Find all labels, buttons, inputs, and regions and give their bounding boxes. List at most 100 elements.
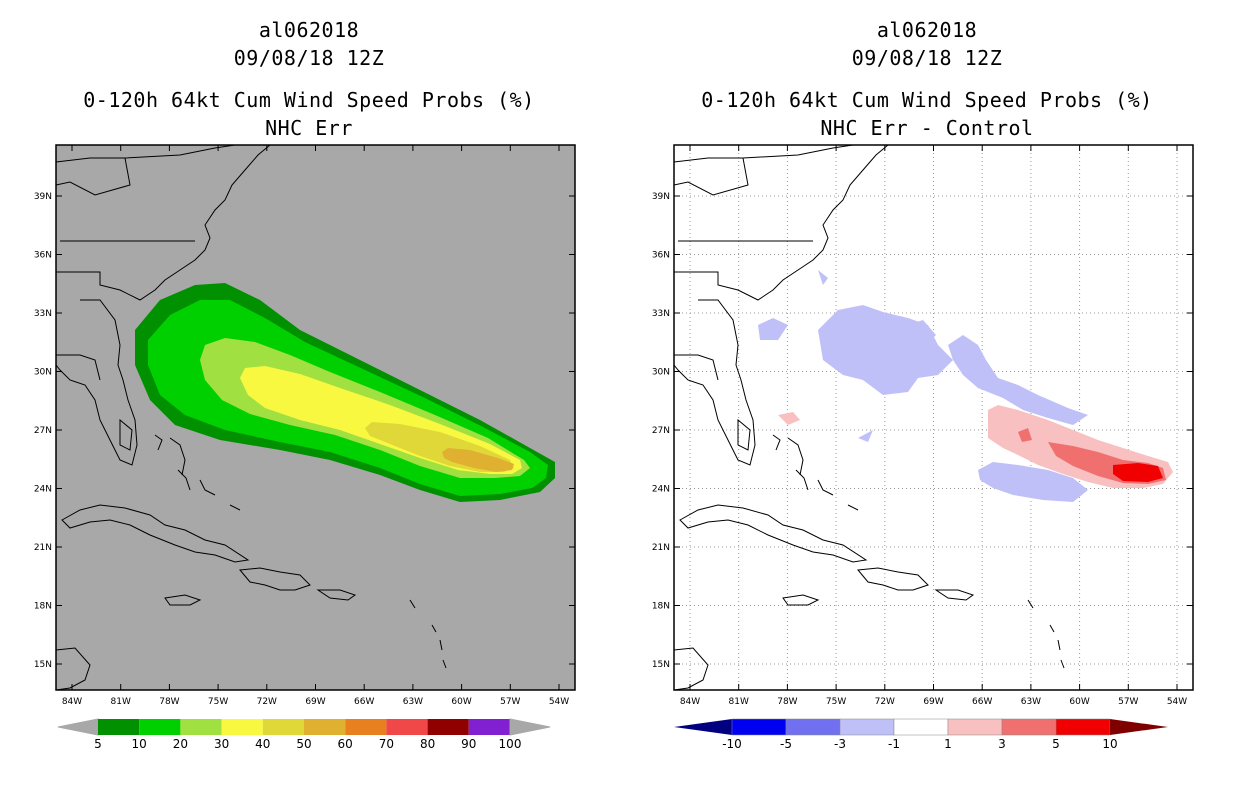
colorbar-box (893, 718, 949, 736)
lon-tick-label: 57W (500, 697, 520, 707)
right-lat-ticks: 39N 36N 33N 30N 27N 24N 21N 18N 15N (652, 192, 1193, 670)
right-title: 0-120h 64kt Cum Wind Speed Probs (%) (701, 88, 1153, 112)
lat-tick-label: 27N (34, 426, 52, 436)
left-datetime: 09/08/18 12Z (233, 46, 385, 70)
lat-tick-label: 18N (34, 602, 52, 612)
colorbar-box (427, 719, 469, 735)
colorbar-box (262, 719, 304, 735)
lat-tick-label: 39N (652, 192, 670, 202)
left-lon-ticks: 84W 81W 78W 75W 72W 69W 66W 63W 60W 57W 54W (62, 145, 569, 707)
colorbar-high-arrow (1110, 719, 1168, 735)
lon-tick-label: 66W (354, 697, 374, 707)
colorbar-box (345, 719, 387, 735)
colorbar-label: 100 (499, 737, 522, 751)
left-titles: al062018 09/08/18 12Z 0-120h 64kt Cum Wi… (0, 16, 618, 142)
right-lon-ticks: 84W 81W 78W 75W 72W 69W 66W 63W 60W 57W 54W (680, 145, 1187, 707)
lat-tick-label: 30N (652, 368, 670, 378)
lat-tick-label: 39N (34, 192, 52, 202)
lat-tick-label: 36N (652, 251, 670, 261)
lat-tick-label: 21N (34, 543, 52, 553)
colorbar-label: 80 (420, 737, 435, 751)
lon-tick-label: 63W (1021, 697, 1041, 707)
colorbar-label: 3 (998, 737, 1006, 751)
colorbar-box (304, 719, 346, 735)
lon-tick-label: 84W (680, 697, 700, 707)
colorbar-label: 50 (296, 737, 311, 751)
colorbar-label: -5 (780, 737, 792, 751)
lat-tick-label: 33N (34, 309, 52, 319)
left-subtitle: NHC Err (265, 116, 353, 140)
colorbar-label: 90 (461, 737, 476, 751)
lon-tick-label: 78W (159, 697, 179, 707)
lon-tick-label: 81W (111, 697, 131, 707)
lon-tick-label: 60W (451, 697, 471, 707)
lon-tick-label: 60W (1069, 697, 1089, 707)
left-title: 0-120h 64kt Cum Wind Speed Probs (%) (83, 88, 535, 112)
right-storm-id: al062018 (876, 18, 978, 42)
colorbar-box (785, 718, 841, 736)
right-colorbar: -10 -5 -3 -1 1 3 5 10 (674, 718, 1168, 751)
colorbar-box (98, 719, 140, 735)
colorbar-low-arrow (674, 719, 732, 735)
lon-tick-label: 69W (305, 697, 325, 707)
colorbar-box (221, 719, 263, 735)
colorbar-box (139, 719, 181, 735)
colorbar-box (731, 718, 787, 736)
left-lat-ticks: 39N 36N 33N 30N 27N 24N 21N 18N 15N (34, 192, 575, 670)
lat-tick-label: 30N (34, 368, 52, 378)
lon-tick-label: 69W (923, 697, 943, 707)
right-difference-field (758, 270, 1173, 502)
lat-tick-label: 24N (34, 485, 52, 495)
lat-tick-label: 24N (652, 485, 670, 495)
colorbar-high-arrow (509, 718, 551, 736)
left-coastlines (56, 145, 447, 690)
lon-tick-label: 81W (729, 697, 749, 707)
right-datetime: 09/08/18 12Z (851, 46, 1003, 70)
lon-tick-label: 72W (257, 697, 277, 707)
lon-tick-label: 66W (972, 697, 992, 707)
colorbar-label: 30 (214, 737, 229, 751)
colorbar-box (1055, 718, 1111, 736)
colorbar-low-arrow (57, 718, 99, 736)
lon-tick-label: 54W (549, 697, 569, 707)
lat-tick-label: 33N (652, 309, 670, 319)
colorbar-box (180, 719, 222, 735)
lat-tick-label: 18N (652, 602, 670, 612)
left-colorbar: 5 10 20 30 40 50 60 70 80 90 100 (57, 718, 551, 751)
lat-tick-label: 21N (652, 543, 670, 553)
lon-tick-label: 84W (62, 697, 82, 707)
lat-tick-label: 15N (652, 660, 670, 670)
lon-tick-label: 75W (826, 697, 846, 707)
right-coastlines (674, 145, 1065, 690)
colorbar-label: 60 (338, 737, 353, 751)
right-map: 39N 36N 33N 30N 27N 24N 21N 18N 15N 84W 81W 78W 75W… (652, 144, 1194, 751)
lat-tick-label: 15N (34, 660, 52, 670)
colorbar-label: 70 (379, 737, 394, 751)
lon-tick-label: 78W (777, 697, 797, 707)
colorbar-label: -3 (834, 737, 846, 751)
colorbar-label: -1 (888, 737, 900, 751)
colorbar-box (1001, 718, 1057, 736)
colorbar-label: 5 (94, 737, 102, 751)
colorbar-label: 40 (255, 737, 270, 751)
left-probability-swath (135, 283, 555, 502)
lat-tick-label: 27N (652, 426, 670, 436)
lon-tick-label: 54W (1167, 697, 1187, 707)
right-panel: al062018 09/08/18 12Z 0-120h 64kt Cum Wi… (618, 0, 1236, 800)
right-subtitle: NHC Err - Control (820, 116, 1034, 140)
lat-tick-label: 36N (34, 251, 52, 261)
colorbar-label: -10 (722, 737, 742, 751)
right-titles: al062018 09/08/18 12Z 0-120h 64kt Cum Wi… (618, 16, 1236, 142)
colorbar-box (947, 718, 1003, 736)
lon-tick-label: 63W (403, 697, 423, 707)
colorbar-box (839, 718, 895, 736)
lon-tick-label: 72W (875, 697, 895, 707)
colorbar-label: 1 (944, 737, 952, 751)
colorbar-label: 5 (1052, 737, 1060, 751)
colorbar-box (468, 719, 510, 735)
colorbar-label: 10 (1102, 737, 1117, 751)
colorbar-box (386, 719, 428, 735)
left-storm-id: al062018 (258, 18, 360, 42)
left-panel: al062018 09/08/18 12Z 0-120h 64kt Cum Wi… (0, 16, 618, 751)
lon-tick-label: 57W (1118, 697, 1138, 707)
